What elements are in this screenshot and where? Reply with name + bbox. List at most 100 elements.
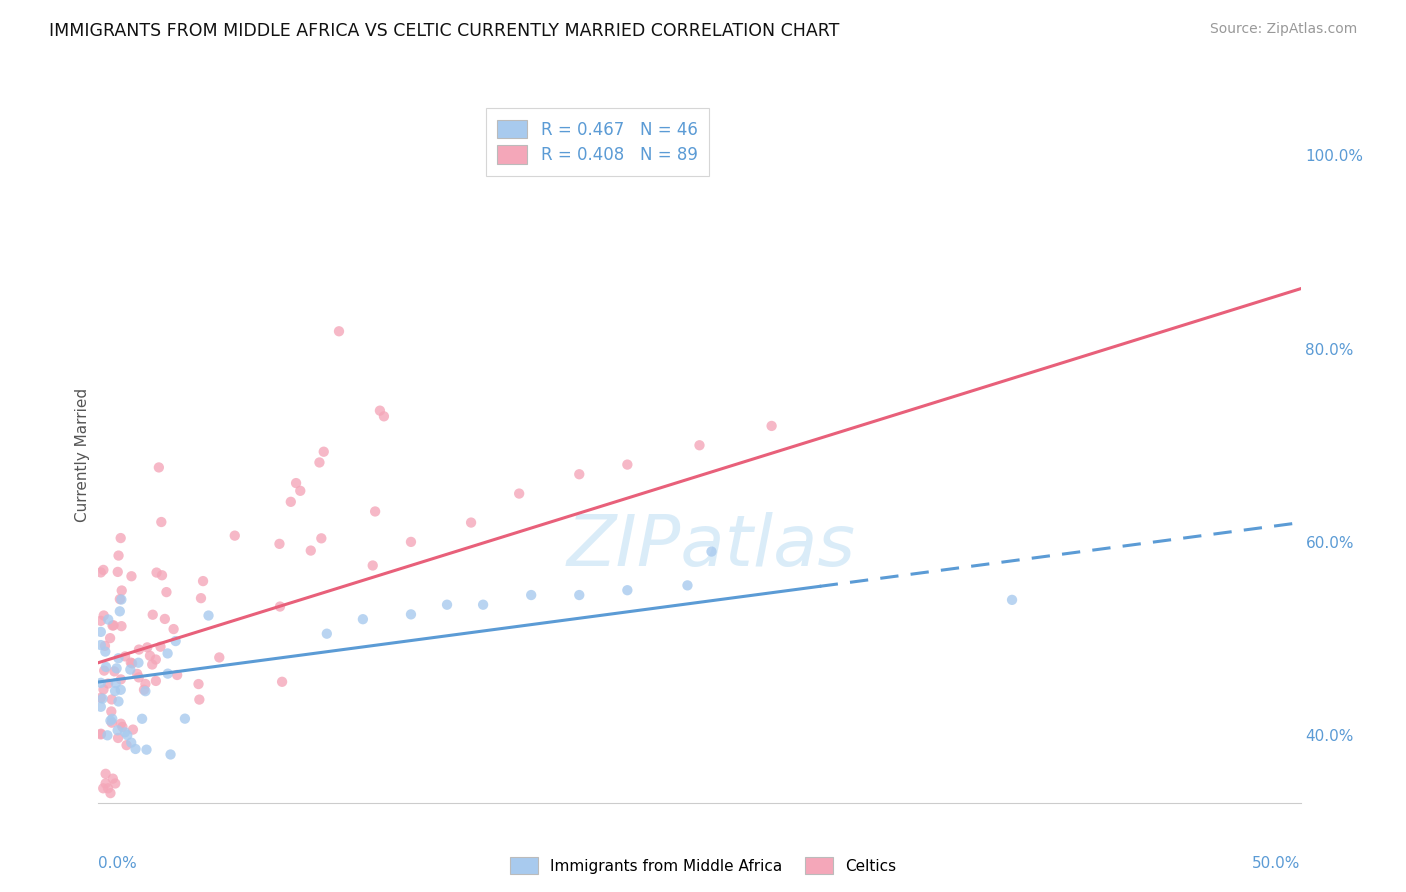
Point <box>290 483 312 498</box>
Point <box>94 767 117 781</box>
Point <box>104 676 127 690</box>
Point <box>101 772 124 786</box>
Point <box>128 670 150 684</box>
Point <box>107 549 129 563</box>
Point <box>100 786 122 800</box>
Point <box>269 599 291 614</box>
Point <box>111 583 134 598</box>
Point <box>100 714 122 728</box>
Point <box>90 614 112 628</box>
Point <box>101 618 124 632</box>
Point <box>103 618 125 632</box>
Point <box>107 723 129 738</box>
Point <box>568 588 591 602</box>
Point <box>150 515 173 529</box>
Point <box>568 467 591 482</box>
Y-axis label: Currently Married: Currently Married <box>75 388 90 522</box>
Point <box>110 592 132 607</box>
Point <box>110 673 132 687</box>
Point <box>101 712 124 726</box>
Point <box>156 647 179 661</box>
Point <box>110 716 132 731</box>
Point <box>312 444 335 458</box>
Point <box>1001 592 1024 607</box>
Point <box>90 638 112 652</box>
Point <box>150 568 173 582</box>
Point <box>93 664 115 678</box>
Legend: Immigrants from Middle Africa, Celtics: Immigrants from Middle Africa, Celtics <box>503 851 903 880</box>
Point <box>145 652 167 666</box>
Point <box>107 731 129 745</box>
Point <box>676 578 699 592</box>
Point <box>132 682 155 697</box>
Point <box>90 727 112 741</box>
Point <box>104 684 127 698</box>
Point <box>190 591 212 606</box>
Point <box>107 565 129 579</box>
Point <box>93 682 115 697</box>
Point <box>271 674 294 689</box>
Point <box>90 727 112 741</box>
Point <box>224 528 246 542</box>
Point <box>155 585 177 599</box>
Point <box>110 682 132 697</box>
Point <box>352 612 374 626</box>
Point <box>156 666 179 681</box>
Point <box>97 613 120 627</box>
Point <box>616 458 638 472</box>
Point <box>520 588 543 602</box>
Point <box>145 673 167 688</box>
Point <box>145 566 167 580</box>
Point <box>94 639 117 653</box>
Point <box>120 736 142 750</box>
Point <box>197 608 219 623</box>
Point <box>311 532 333 546</box>
Point <box>105 661 128 675</box>
Point <box>120 569 142 583</box>
Point <box>208 650 231 665</box>
Point <box>127 666 149 681</box>
Point <box>364 504 387 518</box>
Point <box>107 694 129 708</box>
Point <box>149 640 172 654</box>
Point <box>97 781 120 796</box>
Point <box>124 742 146 756</box>
Point <box>120 663 142 677</box>
Point <box>117 728 139 742</box>
Point <box>134 684 156 698</box>
Point <box>100 692 122 706</box>
Point <box>94 660 117 674</box>
Point <box>91 691 114 706</box>
Point <box>159 747 181 762</box>
Point <box>436 598 458 612</box>
Point <box>689 438 711 452</box>
Text: IMMIGRANTS FROM MIDDLE AFRICA VS CELTIC CURRENTLY MARRIED CORRELATION CHART: IMMIGRANTS FROM MIDDLE AFRICA VS CELTIC … <box>49 22 839 40</box>
Point <box>308 455 330 469</box>
Point <box>107 651 129 665</box>
Point <box>174 712 197 726</box>
Point <box>127 656 149 670</box>
Point <box>100 715 122 730</box>
Point <box>399 535 422 549</box>
Point <box>108 592 131 607</box>
Point <box>148 460 170 475</box>
Point <box>368 403 391 417</box>
Point <box>131 712 153 726</box>
Point <box>373 409 395 424</box>
Point <box>90 690 112 705</box>
Point <box>120 656 142 670</box>
Point <box>472 598 495 612</box>
Point <box>115 738 138 752</box>
Point <box>616 583 638 598</box>
Point <box>188 692 211 706</box>
Legend: R = 0.467   N = 46, R = 0.408   N = 89: R = 0.467 N = 46, R = 0.408 N = 89 <box>485 109 709 176</box>
Point <box>285 476 308 491</box>
Point <box>134 677 156 691</box>
Point <box>128 642 150 657</box>
Point <box>361 558 384 573</box>
Point <box>90 676 112 690</box>
Point <box>94 776 117 790</box>
Point <box>162 622 184 636</box>
Point <box>153 612 176 626</box>
Point <box>761 419 783 434</box>
